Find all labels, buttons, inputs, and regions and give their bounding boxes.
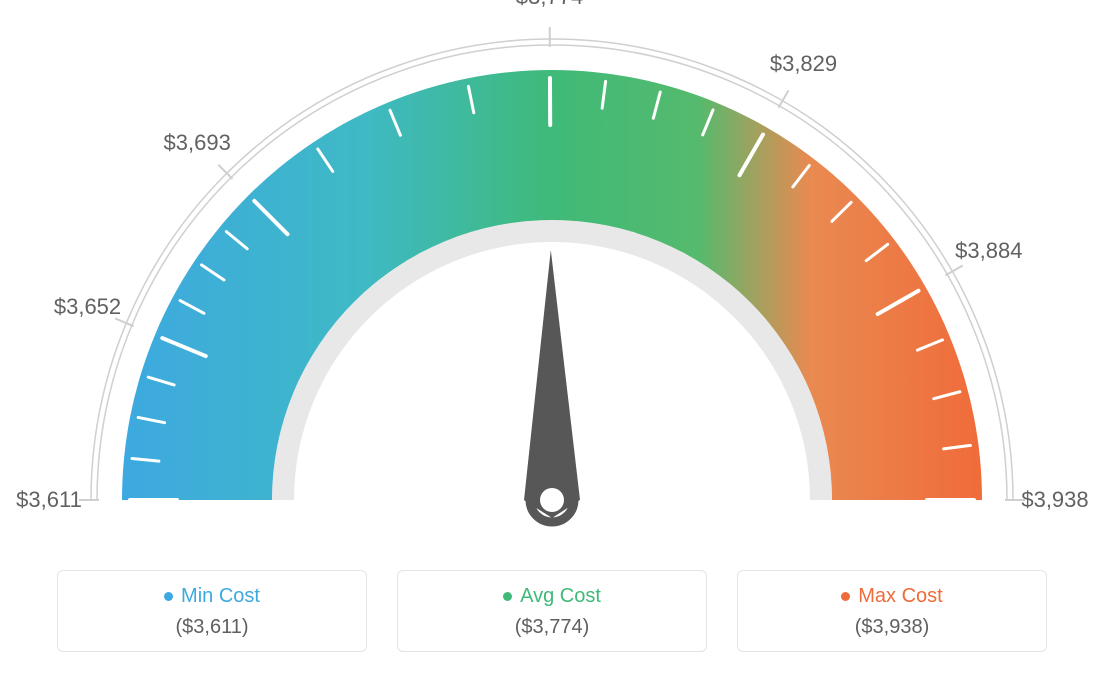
legend-value-max: ($3,938) <box>738 616 1046 639</box>
gauge-svg <box>0 0 1104 560</box>
legend-title-text-max: Max Cost <box>858 585 942 608</box>
legend-card-avg: Avg Cost ($3,774) <box>397 570 707 652</box>
legend-value-min: ($3,611) <box>58 616 366 639</box>
legend-title-max: Max Cost <box>841 585 942 608</box>
gauge-tick-label: $3,829 <box>770 51 837 77</box>
legend-card-max: Max Cost ($3,938) <box>737 570 1047 652</box>
legend-dot-max <box>841 592 850 601</box>
legend-dot-min <box>164 592 173 601</box>
gauge-tick-label: $3,884 <box>955 238 1022 264</box>
gauge-tick-label: $3,774 <box>516 0 583 10</box>
legend-title-min: Min Cost <box>164 585 260 608</box>
legend-row: Min Cost ($3,611) Avg Cost ($3,774) Max … <box>0 570 1104 652</box>
legend-value-avg: ($3,774) <box>398 616 706 639</box>
legend-title-avg: Avg Cost <box>503 585 601 608</box>
legend-card-min: Min Cost ($3,611) <box>57 570 367 652</box>
cost-gauge: $3,611 $3,652 $3,693 $3,774 $3,829 $3,884 $3,9… <box>0 0 1104 560</box>
gauge-tick-label: $3,938 <box>1021 487 1088 513</box>
legend-title-text-avg: Avg Cost <box>520 585 601 608</box>
gauge-tick-label: $3,652 <box>54 294 121 320</box>
gauge-tick-label: $3,693 <box>164 130 231 156</box>
gauge-tick-label: $3,611 <box>16 487 82 513</box>
legend-title-text-min: Min Cost <box>181 585 260 608</box>
legend-dot-avg <box>503 592 512 601</box>
